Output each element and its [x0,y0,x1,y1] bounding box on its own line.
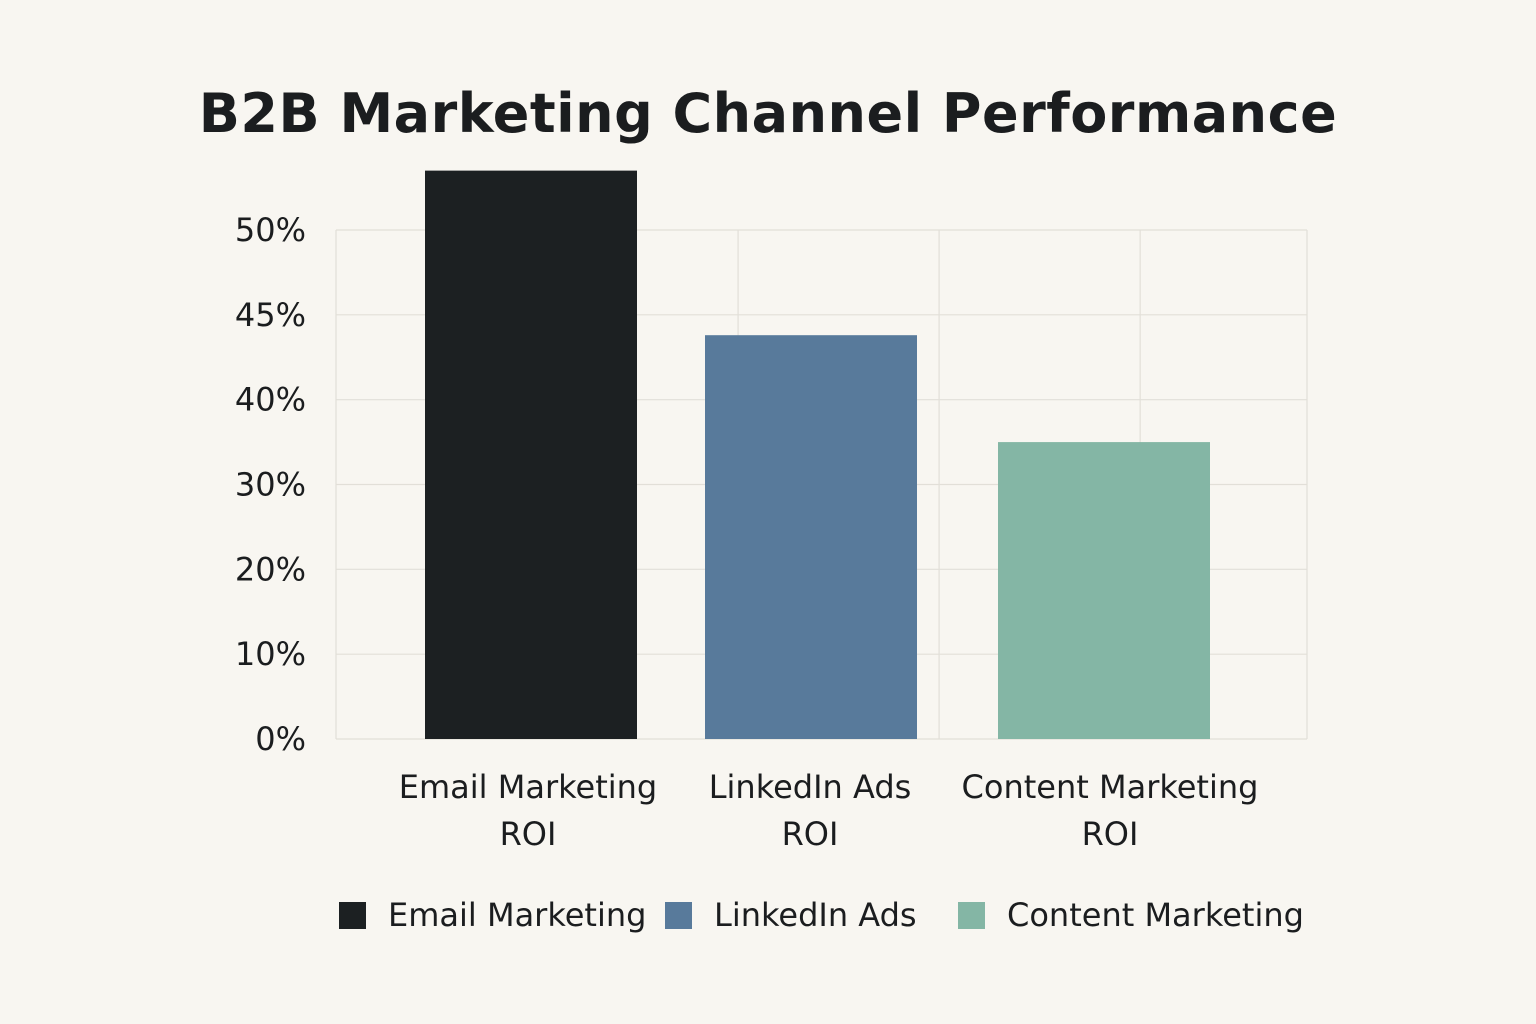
y-tick-label: 30% [235,466,306,504]
legend-label: Content Marketing [1007,896,1304,934]
y-tick-label: 10% [235,635,306,673]
legend-swatch [339,901,366,929]
legend-swatch [665,901,692,929]
legend: Email Marketing LinkedIn Ads Content Marke… [0,893,1536,937]
x-category-label: Email Marketing [399,768,657,806]
y-tick-label: 45% [235,296,306,334]
x-category-label: Content Marketing [962,768,1259,806]
x-category-label: ROI [1082,815,1139,853]
legend-item: Content Marketing [958,893,1304,937]
bar [425,170,637,739]
bar [705,335,917,739]
legend-item: Email Marketing [339,893,646,937]
x-category-label: LinkedIn Ads [709,768,912,806]
y-tick-label: 20% [235,550,306,588]
y-tick-label: 40% [235,381,306,419]
legend-label: LinkedIn Ads [714,896,917,934]
legend-item: LinkedIn Ads [665,893,917,937]
y-tick-label: 0% [255,720,306,758]
bar [998,442,1210,739]
chart-title: B2B Marketing Channel Performance [198,82,1338,145]
x-category-label: ROI [782,815,839,853]
y-tick-label: 50% [235,211,306,249]
legend-swatch [958,901,985,929]
legend-label: Email Marketing [388,896,647,934]
x-category-label: ROI [500,815,557,853]
